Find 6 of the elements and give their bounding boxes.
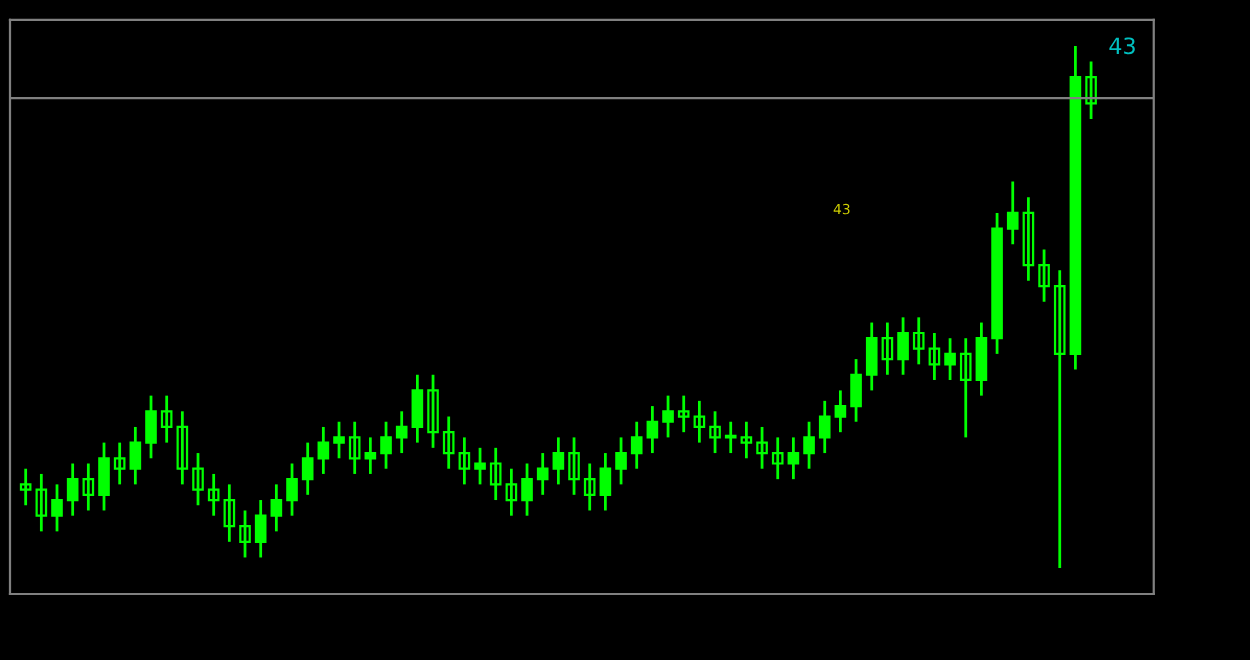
- candlestick: [474, 446, 486, 486]
- candlestick: [709, 409, 721, 455]
- candlestick: [333, 420, 345, 460]
- text: 43: [1109, 37, 1135, 55]
- candlestick: [724, 420, 737, 455]
- candlestick: [662, 394, 674, 439]
